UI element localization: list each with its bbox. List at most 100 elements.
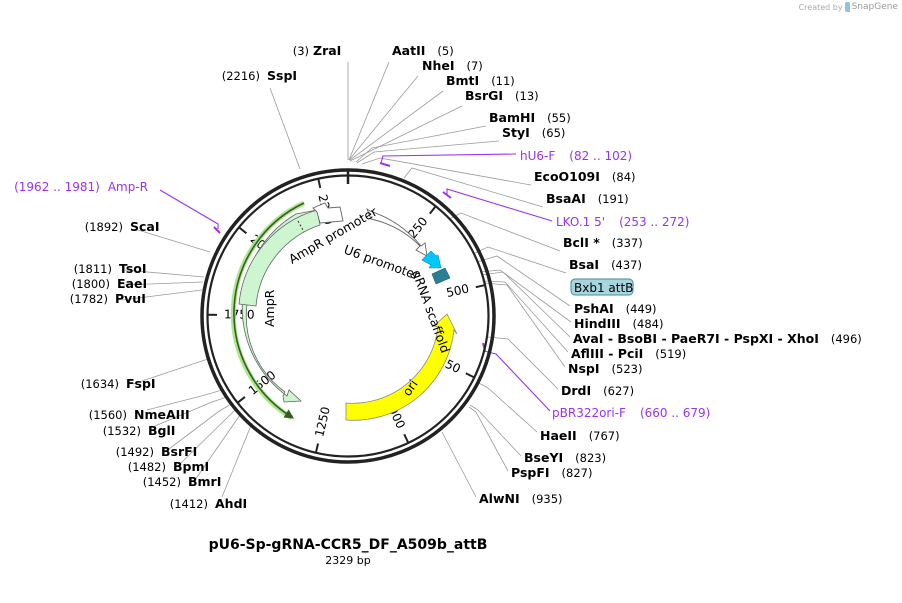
label-ampr: AmpR bbox=[262, 289, 277, 327]
enzyme-name: BclI * bbox=[563, 235, 600, 250]
enzyme-site[interactable]: BseYI (823) bbox=[524, 450, 606, 465]
enzyme-site[interactable]: AvaI - BsoBI - PaeR7I - PspXI - XhoI (496… bbox=[573, 331, 862, 346]
enzyme-name: StyI bbox=[502, 125, 530, 140]
enzyme-name: BpmI bbox=[173, 459, 209, 474]
enzyme-name: AflIII - PciI bbox=[571, 346, 643, 361]
enzyme-name: ScaI bbox=[130, 219, 160, 234]
enzyme-name: NheI bbox=[422, 58, 455, 73]
enzyme-site[interactable]: BsaI (437) bbox=[569, 257, 642, 272]
enzyme-site[interactable]: PspFI (827) bbox=[511, 465, 592, 480]
tick-2000 bbox=[238, 226, 248, 235]
feature-grna-scaffold[interactable] bbox=[431, 267, 451, 285]
credit-prefix: Created by bbox=[798, 2, 843, 12]
enzyme-name: AatII bbox=[392, 43, 425, 58]
primer-site[interactable]: LKO.1 5' (253 .. 272) bbox=[556, 215, 690, 229]
enzyme-name: SspI bbox=[267, 68, 297, 83]
feature-ampr-promoter[interactable] bbox=[312, 202, 344, 224]
tick-1000 bbox=[403, 433, 410, 443]
label-bxb1-attb: Bxb1 attB bbox=[574, 281, 633, 295]
snapgene-logo-icon bbox=[844, 2, 850, 12]
enzyme-name: DrdI bbox=[561, 383, 591, 398]
primer-site[interactable]: hU6-F (82 .. 102) bbox=[520, 149, 632, 163]
enzyme-site[interactable]: SspI (2216) bbox=[222, 68, 297, 83]
enzyme-site[interactable]: EaeI (1800) bbox=[72, 276, 147, 291]
enzyme-site[interactable]: BmtI (11) bbox=[446, 73, 515, 88]
label-grna-scaffold: gRNA scaffold bbox=[409, 268, 453, 355]
credit-brand: SnapGene bbox=[851, 2, 898, 12]
enzyme-position: (437) bbox=[611, 258, 642, 272]
enzyme-site[interactable]: BmrI (1452) bbox=[143, 474, 222, 489]
ampr-direction-arc bbox=[230, 200, 306, 421]
enzyme-name: AlwNI bbox=[479, 491, 520, 506]
enzyme-site[interactable]: FspI (1634) bbox=[81, 376, 156, 391]
tick-label: 1250 bbox=[312, 405, 333, 438]
enzyme-position: (3) bbox=[293, 44, 309, 58]
enzyme-position: (767) bbox=[589, 429, 620, 443]
enzyme-site[interactable]: NspI (523) bbox=[568, 361, 642, 376]
primer-labels: hU6-F (82 .. 102) LKO.1 5' (253 .. 272) pBR3… bbox=[14, 149, 710, 420]
enzyme-site[interactable]: BsrGI (13) bbox=[465, 88, 539, 103]
feature-u6-promoter[interactable] bbox=[366, 207, 428, 257]
primer-site[interactable]: Amp-R (1962 .. 1981) bbox=[14, 180, 148, 194]
enzyme-position: (449) bbox=[626, 302, 657, 316]
enzyme-site[interactable]: NmeAIII (1560) bbox=[89, 407, 190, 422]
feature-grna-arrow[interactable] bbox=[421, 250, 442, 269]
enzyme-name: FspI bbox=[126, 376, 156, 391]
primer-name: pBR322ori-F bbox=[552, 406, 626, 420]
tick-2250 bbox=[317, 178, 322, 189]
enzyme-name: PvuI bbox=[115, 291, 146, 306]
enzyme-site[interactable]: TsoI (1811) bbox=[74, 261, 147, 276]
primer-range: (660 .. 679) bbox=[640, 406, 710, 420]
enzyme-position: (627) bbox=[603, 384, 634, 398]
enzyme-name: BmtI bbox=[446, 73, 479, 88]
enzyme-site[interactable]: NheI (7) bbox=[422, 58, 483, 73]
snapgene-credit: Created by SnapGene bbox=[799, 2, 898, 12]
enzyme-site[interactable]: ScaI (1892) bbox=[85, 219, 160, 234]
primer-name: LKO.1 5' bbox=[556, 215, 605, 229]
enzyme-site[interactable]: DrdI (627) bbox=[561, 383, 634, 398]
enzyme-site[interactable]: EcoO109I (84) bbox=[534, 169, 636, 184]
plasmid-name: pU6-Sp-gRNA-CCR5_DF_A509b_attB bbox=[208, 537, 488, 553]
primer-site[interactable]: pBR322ori-F (660 .. 679) bbox=[552, 406, 710, 420]
enzyme-position: (1782) bbox=[70, 292, 108, 306]
tick-750 bbox=[465, 372, 475, 379]
enzyme-site[interactable]: HaeII (767) bbox=[540, 428, 620, 443]
enzyme-site[interactable]: BglI (1532) bbox=[103, 423, 176, 438]
enzyme-site[interactable]: (3) ZraI bbox=[293, 43, 342, 58]
tick-label: 250 bbox=[405, 214, 430, 241]
enzyme-site[interactable]: BpmI (1482) bbox=[128, 459, 209, 474]
enzyme-site[interactable]: PshAI (449) bbox=[574, 301, 657, 316]
enzyme-name: NmeAIII bbox=[134, 407, 190, 422]
enzyme-site[interactable]: AhdI (1412) bbox=[170, 496, 247, 511]
enzyme-site[interactable]: AflIII - PciI (519) bbox=[571, 346, 686, 361]
tick-250 bbox=[429, 206, 437, 215]
enzyme-site[interactable]: PvuI (1782) bbox=[70, 291, 146, 306]
enzyme-site[interactable]: AlwNI (935) bbox=[479, 491, 563, 506]
enzyme-position: (1452) bbox=[143, 475, 181, 489]
enzyme-site[interactable]: BsaAI (191) bbox=[546, 191, 629, 206]
enzyme-site[interactable]: AatII (5) bbox=[392, 43, 454, 58]
label-u6-promoter: U6 promoter bbox=[342, 242, 422, 283]
enzyme-site[interactable]: BsrFI (1492) bbox=[116, 444, 198, 459]
feature-ampr[interactable] bbox=[238, 209, 321, 403]
enzyme-name: BsaI bbox=[569, 257, 599, 272]
feature-bxb1-attb[interactable]: Bxb1 attB bbox=[570, 278, 634, 296]
enzyme-position: (1811) bbox=[74, 262, 112, 276]
feature-ori[interactable] bbox=[345, 313, 458, 421]
tick-1500 bbox=[237, 396, 246, 404]
enzyme-name: EaeI bbox=[117, 276, 147, 291]
enzyme-name: HaeII bbox=[540, 428, 577, 443]
tick-500 bbox=[475, 284, 485, 289]
enzyme-position: (1560) bbox=[89, 408, 127, 422]
enzyme-site[interactable]: HindIII (484) bbox=[574, 316, 663, 331]
enzyme-position: (827) bbox=[562, 466, 593, 480]
enzyme-site[interactable]: BclI * (337) bbox=[563, 235, 643, 250]
enzyme-position: (337) bbox=[612, 236, 643, 250]
enzyme-site[interactable]: BamHI (55) bbox=[489, 110, 571, 125]
enzyme-position: (2216) bbox=[222, 69, 260, 83]
enzyme-name: BglI bbox=[148, 423, 175, 438]
primer-name: hU6-F bbox=[520, 149, 555, 163]
plasmid-length: 2329 bp bbox=[325, 554, 371, 567]
enzyme-name: EcoO109I bbox=[534, 169, 600, 184]
enzyme-site[interactable]: StyI (65) bbox=[502, 125, 565, 140]
